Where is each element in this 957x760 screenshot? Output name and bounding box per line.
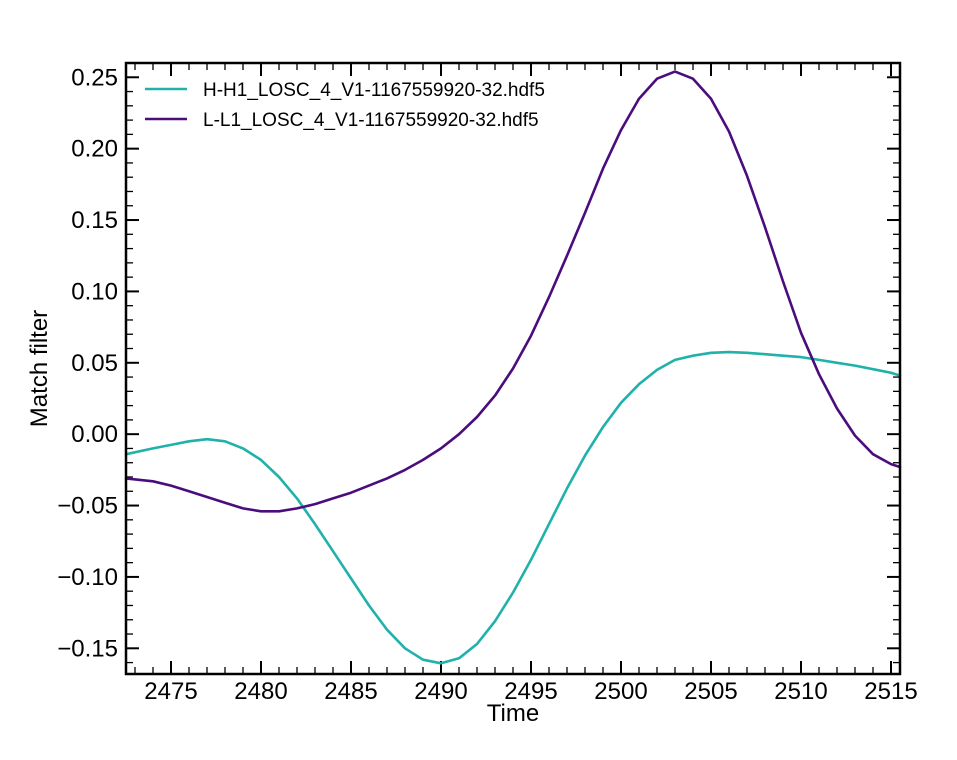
x-tick-label: 2475 bbox=[144, 678, 197, 705]
y-tick-label: 0.25 bbox=[71, 64, 118, 91]
y-tick-label: 0.15 bbox=[71, 207, 118, 234]
x-tick-label: 2500 bbox=[594, 678, 647, 705]
y-tick-label: 0.10 bbox=[71, 278, 118, 305]
y-axis-label: Match filter bbox=[26, 310, 53, 427]
x-tick-label: 2485 bbox=[324, 678, 377, 705]
legend-label: H-H1_LOSC_4_V1-1167559920-32.hdf5 bbox=[203, 80, 545, 101]
legend-label: L-L1_LOSC_4_V1-1167559920-32.hdf5 bbox=[203, 110, 539, 131]
y-tick-label: −0.15 bbox=[57, 635, 118, 662]
x-tick-label: 2490 bbox=[414, 678, 467, 705]
y-tick-label: 0.00 bbox=[71, 421, 118, 448]
y-tick-label: 0.20 bbox=[71, 136, 118, 163]
axis-ticks: 2475 2480 2485 2490 2495 2500 2505 2510 2515 −0.1… bbox=[57, 62, 918, 705]
series-lines bbox=[124, 70, 902, 665]
series-line-2 bbox=[124, 70, 902, 513]
y-tick-label: 0.05 bbox=[71, 350, 118, 377]
x-axis-label: Time bbox=[487, 700, 539, 727]
x-tick-label: 2495 bbox=[504, 678, 557, 705]
x-tick-label: 2510 bbox=[774, 678, 827, 705]
legend: H-H1_LOSC_4_V1-1167559920-32.hdf5 L-L1_LO… bbox=[145, 80, 545, 131]
x-tick-label: 2505 bbox=[684, 678, 737, 705]
y-tick-label: −0.05 bbox=[57, 493, 118, 520]
x-tick-label: 2480 bbox=[234, 678, 287, 705]
series-line-1 bbox=[124, 350, 902, 665]
x-tick-label: 2515 bbox=[864, 678, 917, 705]
plot-frame bbox=[124, 61, 902, 676]
y-tick-label: −0.10 bbox=[57, 564, 118, 591]
